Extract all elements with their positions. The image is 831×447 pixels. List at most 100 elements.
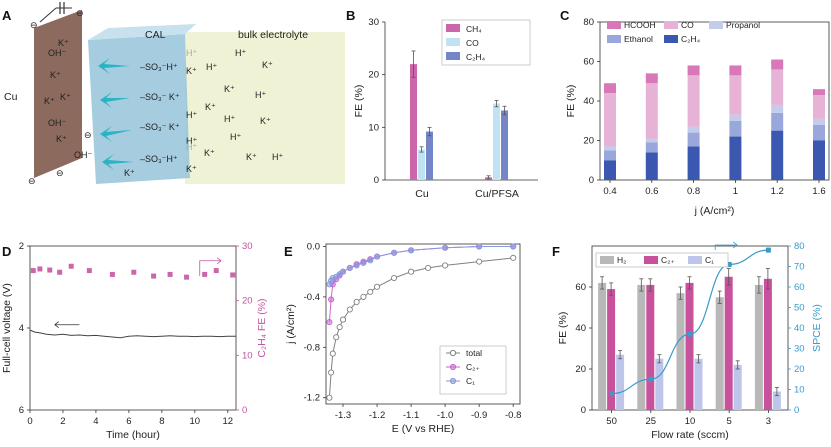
stacked-bar-segment [813,118,825,125]
x-tick-label: 12 [222,416,233,427]
stacked-bar-segment [729,120,742,137]
stacked-bar-segment [729,114,742,121]
y-axis-title: FE (%) [565,85,577,118]
fe-point [86,268,92,274]
series-point [339,316,347,323]
stacked-bar-segment [604,83,616,94]
left-axis-arrow-icon [54,321,80,329]
bar-c1 [733,364,742,410]
y-tick-label: 0 [589,175,594,186]
cu-electrode [34,10,82,178]
x-tick-label: 4 [93,416,98,427]
x-tick-label: 0 [27,416,32,427]
stacked-bar-segment [604,146,616,151]
legend-label: HCOOH [624,20,656,30]
y-axis-title: FE (%) [557,312,569,345]
x-tick-label: 1.6 [812,186,825,197]
series-point [374,283,381,290]
x-tick-label: 10 [685,416,696,427]
bar-c2plus [607,289,616,410]
legend-label: CO [681,20,694,30]
chart-b: 0 10 20 30 FE (%) Cu Cu/PFSA CH₄ CO C₂H₄ [353,17,538,200]
y-tick-label: 20 [368,70,379,81]
y-right-tick-label: 80 [794,241,805,252]
stacked-bar-segment [687,65,700,76]
stacked-bar-segment [604,93,616,147]
stacked-bar-segment [813,95,825,119]
panel-b-label: B [346,8,355,23]
x-tick-label: 0.4 [603,186,616,197]
legend-label: C₂₊ [466,362,480,372]
y-right-tick-label: 60 [794,282,805,293]
x-tick-label: -1.3 [335,410,351,421]
series-point [360,293,367,300]
bar-c2plus [763,278,772,410]
y-tick-label: 80 [583,17,594,28]
series-point [374,253,381,260]
legend-label: total [466,348,482,358]
fe-point [230,272,236,278]
y-right-tick-label: 0 [794,405,799,416]
bar-c2plus [646,284,655,410]
bulk-electrolyte-label: bulk electrolyte [238,29,308,41]
panel-f: F 0 20 40 60 0 10 20 30 40 50 60 70 80 FE (%) SPCE (%)… [552,241,823,441]
x-tick-label: 0.6 [645,186,658,197]
bar-co [418,149,425,180]
y-right-axis-title: C₂H₄ FE (%) [256,298,268,357]
y-right-tick-label: 30 [242,241,253,252]
series-point [408,268,415,275]
legend-swatch [664,35,678,43]
ion-label: K⁺ [204,148,215,158]
bar-h2 [676,293,685,410]
stacked-bar-segment [604,150,616,161]
y-tick-label: 40 [583,96,594,107]
x-tick-label: 3 [766,416,771,427]
ion-label: H⁺ [206,62,217,72]
y-axis-title: j (A/cm²) [285,304,297,345]
ion-label: H⁺ [186,136,197,146]
bar-c1 [616,354,625,410]
y-right-tick-label: 0 [242,405,247,416]
ion-label: OH⁻ [48,118,67,128]
legend-label: H₂ [617,255,626,265]
stacked-bar-segment [687,132,700,147]
legend-marker [449,363,457,371]
ion-label: H⁺ [272,152,283,162]
series-point [391,249,398,256]
y-tick-label: 40 [575,323,586,334]
ion-label: K⁺ [60,92,71,102]
y-right-tick-label: 70 [794,262,805,273]
minus-sign-icon: ⊖ [30,20,38,30]
x-tick-label: Cu/PFSA [475,188,519,200]
bar-h2 [598,282,607,410]
legend-label: C₂H₄ [466,52,486,62]
spce-point [765,247,771,253]
series-point [367,257,374,264]
legend-swatch [709,21,723,29]
x-tick-label: -0.8 [505,410,521,421]
sulfonate-label: –SO₃⁻H⁺ [140,154,178,164]
bar-c1 [655,358,664,410]
series-point [346,264,353,271]
x-tick-label: -0.9 [471,410,487,421]
legend-swatch [600,256,614,264]
fe-point [47,267,53,273]
stacked-bar-segment [645,83,658,139]
ion-label: K⁺ [246,152,257,162]
legend-swatch [644,256,658,264]
fe-point [68,263,74,269]
x-tick-label: 10 [190,416,201,427]
legend-swatch [664,21,678,29]
stacked-bar-segment [771,112,784,131]
bar-c2plus [724,276,733,410]
x-axis-title: j (A/cm²) [694,205,735,217]
panel-c: C 0 20 40 60 80 FE (%) j (A/cm²) 0.4 0.6 0.8 1 1.2 1… [560,8,830,217]
stacked-bar-segment [645,152,658,180]
chart-f: 0 20 40 60 0 10 20 30 40 50 60 70 80 FE (%) SPCE (%) Fl… [557,241,823,441]
stacked-bar-segment [729,65,742,76]
y-right-tick-label: 40 [794,323,805,334]
sulfonate-label: –SO₃⁻H⁺ [140,62,178,72]
ion-label: K⁺ [186,164,197,174]
chart-c: 0 20 40 60 80 FE (%) j (A/cm²) 0.4 0.6 0.8 1 1.2 1.6… [565,17,830,217]
ion-label: K⁺ [124,168,135,178]
